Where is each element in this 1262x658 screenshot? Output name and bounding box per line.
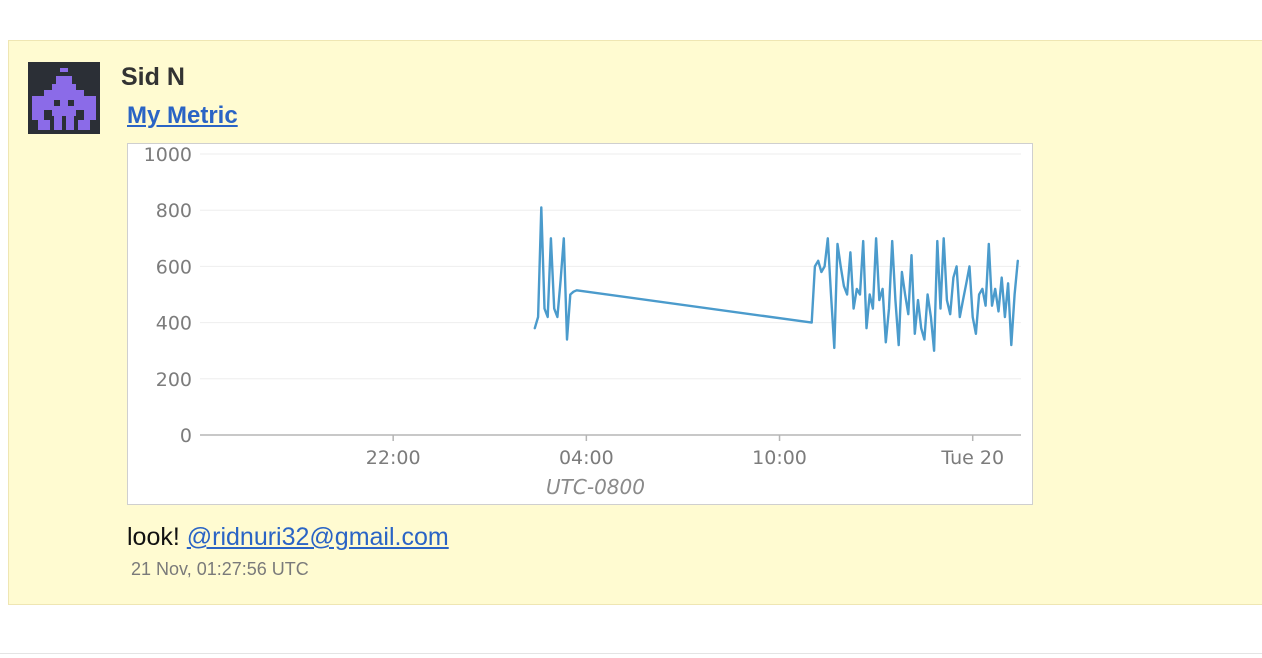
avatar[interactable] [28, 62, 100, 134]
metric-title-link[interactable]: My Metric [127, 102, 238, 129]
x-tick-label: 04:00 [559, 447, 614, 469]
series-line [533, 206, 1019, 352]
chart-axes: 0 200 400 600 800 1000 22:00 04:00 10:00 Tue 20 [144, 144, 1021, 469]
x-axis-label: UTC-0800 [546, 475, 645, 499]
y-tick-label: 0 [180, 425, 192, 447]
y-tick-label: 1000 [144, 144, 192, 166]
y-tick-label: 400 [156, 313, 192, 335]
comment-card: Sid N My Metric 0 200 400 600 800 1000 22:00 04… [8, 40, 1262, 605]
x-tick-label: 10:00 [752, 447, 807, 469]
x-tick-label: 22:00 [366, 447, 421, 469]
y-tick-label: 800 [156, 200, 192, 222]
comment-text: look! @ridnuri32@gmail.com [127, 523, 449, 552]
divider [0, 653, 1262, 654]
line-chart: 0 200 400 600 800 1000 22:00 04:00 10:00 Tue 20 U… [144, 144, 1021, 499]
space-invader-icon [32, 68, 96, 130]
comment-timestamp: 21 Nov, 01:27:56 UTC [131, 559, 309, 579]
metric-chart: 0 200 400 600 800 1000 22:00 04:00 10:00 Tue 20 U… [127, 143, 1033, 505]
author-name: Sid N [121, 63, 185, 91]
x-tick-label: Tue 20 [940, 447, 1004, 469]
chart-series [533, 206, 1019, 352]
y-tick-label: 200 [156, 369, 192, 391]
y-tick-label: 600 [156, 256, 192, 278]
mention-link[interactable]: @ridnuri32@gmail.com [186, 523, 449, 551]
comment-body: look! [127, 523, 180, 551]
